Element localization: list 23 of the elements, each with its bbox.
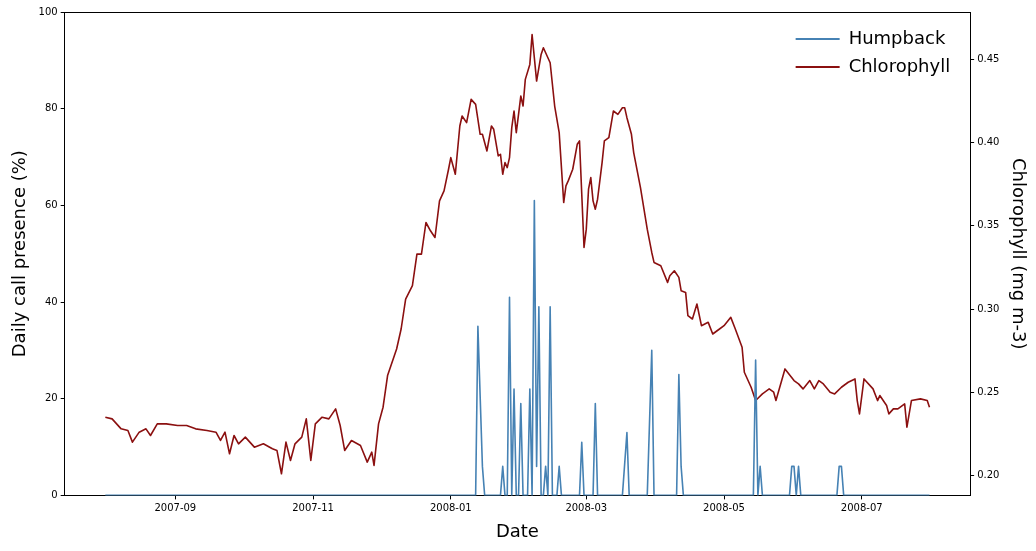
x-tick-label: 2008-05	[703, 501, 745, 513]
y2-axis-title: Chlorophyll (mg m-3)	[1008, 157, 1030, 350]
x-axis-title: Date	[495, 519, 539, 541]
y2-tick-label: 0.35	[977, 219, 1000, 231]
y2-tick-label: 0.20	[977, 469, 1000, 481]
y-tick-label: 60	[44, 198, 58, 210]
legend-label: Chlorophyll	[848, 54, 951, 76]
x-tick-label: 2008-07	[840, 501, 883, 513]
y-tick-label: 0	[51, 488, 58, 500]
x-tick-label: 2007-09	[154, 501, 197, 513]
legend-label: Humpback	[848, 26, 946, 48]
y2-tick-label: 0.30	[977, 302, 1000, 314]
y2-tick-label: 0.25	[977, 385, 1000, 397]
y2-tick-label: 0.45	[977, 53, 1000, 65]
y2-tick-label: 0.40	[977, 136, 1000, 148]
x-tick-label: 2008-01	[429, 501, 472, 513]
y-tick-label: 40	[44, 295, 58, 307]
x-tick-label: 2007-11	[292, 501, 334, 513]
x-tick-label: 2008-03	[565, 501, 608, 513]
y-tick-label: 80	[44, 102, 58, 114]
y-tick-label: 100	[38, 5, 58, 17]
y-axis-title: Daily call presence (%)	[8, 150, 30, 358]
y-tick-label: 20	[44, 392, 58, 404]
